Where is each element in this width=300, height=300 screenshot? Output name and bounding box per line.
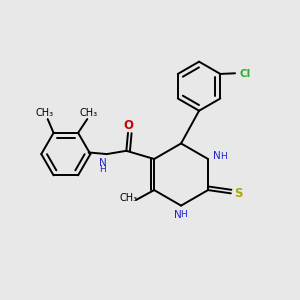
Text: N: N <box>213 152 221 161</box>
Text: H: H <box>99 165 106 174</box>
Text: H: H <box>220 152 226 161</box>
Text: N: N <box>99 158 107 168</box>
Text: CH₃: CH₃ <box>80 108 98 118</box>
Text: Cl: Cl <box>239 69 250 79</box>
Text: O: O <box>123 119 133 132</box>
Text: CH₃: CH₃ <box>120 193 138 203</box>
Text: CH₃: CH₃ <box>36 108 54 118</box>
Text: N: N <box>174 210 182 220</box>
Text: H: H <box>180 210 187 219</box>
Text: S: S <box>234 187 242 200</box>
